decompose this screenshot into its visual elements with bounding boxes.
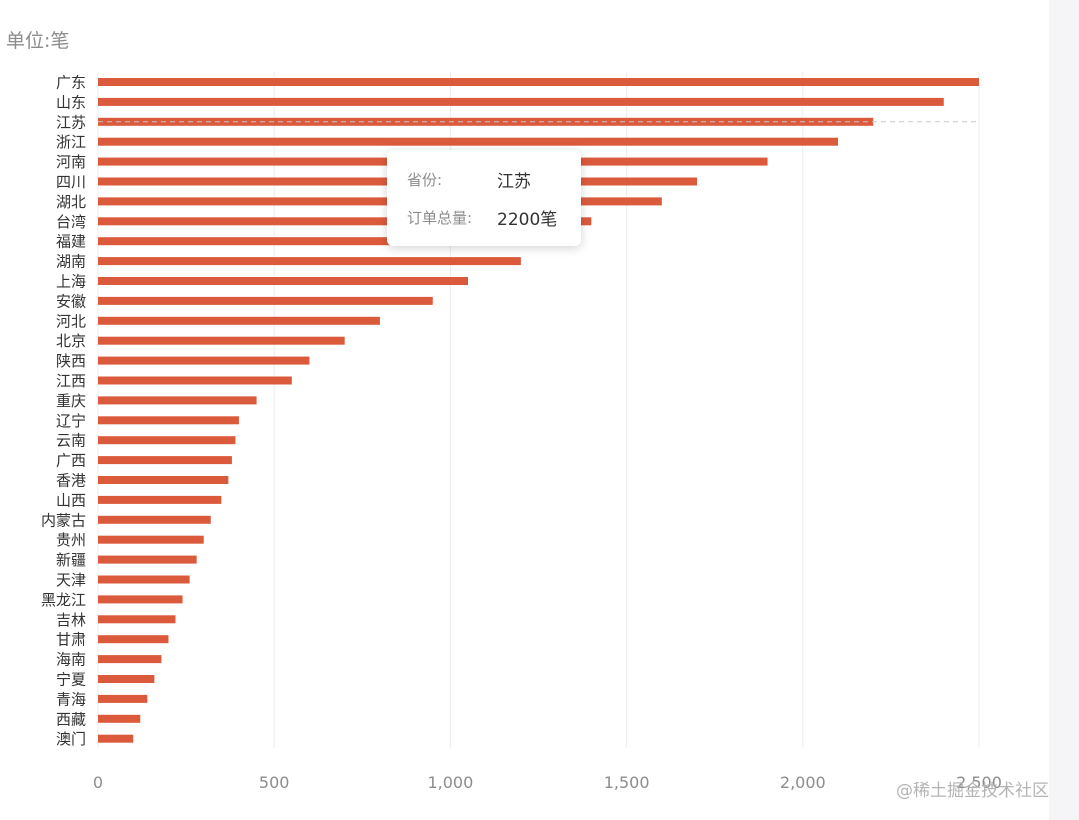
category-label: 福建 xyxy=(56,233,86,251)
category-label: 新疆 xyxy=(56,551,86,569)
bar[interactable] xyxy=(98,277,469,285)
bar[interactable] xyxy=(98,595,183,604)
bar[interactable] xyxy=(98,734,134,743)
bar[interactable] xyxy=(98,675,155,683)
category-label: 吉林 xyxy=(56,611,86,629)
bar[interactable] xyxy=(98,714,141,723)
category-label: 辽宁 xyxy=(56,412,86,430)
bar[interactable] xyxy=(98,197,662,206)
category-label: 陕西 xyxy=(56,352,86,370)
bar[interactable] xyxy=(98,217,592,226)
category-label: 河北 xyxy=(56,312,86,330)
scrollbar-track[interactable] xyxy=(1049,0,1079,820)
x-tick-label: 500 xyxy=(259,773,290,792)
bar[interactable] xyxy=(98,635,169,644)
category-label: 四川 xyxy=(56,173,86,191)
tooltip-province-value: 江苏 xyxy=(497,172,531,192)
bar-chart: 广东山东江苏浙江河南四川湖北台湾福建湖南上海安徽河北北京陕西江西重庆辽宁云南广西… xyxy=(41,72,1002,792)
category-label: 北京 xyxy=(56,332,86,350)
x-tick-label: 1,500 xyxy=(604,773,650,792)
category-label: 广东 xyxy=(56,74,86,92)
bar[interactable] xyxy=(98,296,433,305)
x-tick-label: 1,000 xyxy=(427,773,473,792)
x-tick-label: 0 xyxy=(93,773,103,792)
category-label: 天津 xyxy=(56,571,86,589)
unit-label: 单位:笔 xyxy=(6,30,70,52)
category-label: 青海 xyxy=(56,690,86,708)
bar[interactable] xyxy=(98,316,380,325)
tooltip: 省份: 江苏 订单总量: 2200笔 xyxy=(387,150,581,246)
x-tick-label: 2,500 xyxy=(956,773,1002,792)
category-label: 湖南 xyxy=(56,253,86,271)
category-label: 海南 xyxy=(56,651,86,669)
category-label: 江西 xyxy=(56,372,86,390)
bar[interactable] xyxy=(98,237,557,246)
category-label: 香港 xyxy=(56,472,86,490)
category-label: 内蒙古 xyxy=(41,511,86,529)
tooltip-total-value: 2200笔 xyxy=(497,210,558,230)
category-label: 安徽 xyxy=(56,292,86,310)
bar[interactable] xyxy=(98,555,197,564)
tooltip-total-key: 订单总量: xyxy=(407,209,473,227)
bar[interactable] xyxy=(98,78,979,86)
bar[interactable] xyxy=(98,376,292,385)
watermark: @稀土掘金技术社区 xyxy=(896,781,1049,801)
tooltip-province-key: 省份: xyxy=(407,171,443,189)
bar[interactable] xyxy=(98,396,257,405)
category-label: 广西 xyxy=(56,452,86,470)
category-label: 贵州 xyxy=(56,531,86,549)
bar[interactable] xyxy=(98,575,190,584)
bar[interactable] xyxy=(98,456,232,465)
category-label: 江苏 xyxy=(56,113,86,131)
bar[interactable] xyxy=(98,137,839,146)
category-label: 云南 xyxy=(56,432,86,450)
category-label: 宁夏 xyxy=(56,671,86,689)
x-axis-ticks: 0 500 1,000 1,500 2,000 2,500 xyxy=(93,773,1002,792)
bar[interactable] xyxy=(98,655,162,664)
category-labels: 广东山东江苏浙江河南四川湖北台湾福建湖南上海安徽河北北京陕西江西重庆辽宁云南广西… xyxy=(41,74,86,749)
bar[interactable] xyxy=(98,97,944,106)
category-label: 湖北 xyxy=(56,193,86,211)
category-label: 浙江 xyxy=(56,133,86,151)
category-label: 甘肃 xyxy=(56,631,86,649)
bar[interactable] xyxy=(98,515,211,524)
category-label: 澳门 xyxy=(56,730,86,748)
bar[interactable] xyxy=(98,476,229,484)
bar[interactable] xyxy=(98,495,222,504)
category-label: 黑龙江 xyxy=(41,591,86,609)
bar[interactable] xyxy=(98,356,310,365)
category-label: 河南 xyxy=(56,153,86,171)
category-label: 西藏 xyxy=(56,710,86,728)
bar[interactable] xyxy=(98,535,204,544)
bar[interactable] xyxy=(98,336,345,345)
bar[interactable] xyxy=(98,257,521,266)
category-label: 山东 xyxy=(56,93,86,111)
bar[interactable] xyxy=(98,615,176,624)
category-label: 上海 xyxy=(56,273,86,291)
category-label: 台湾 xyxy=(56,213,86,231)
x-tick-label: 2,000 xyxy=(780,773,826,792)
bar[interactable] xyxy=(98,436,236,445)
bar[interactable] xyxy=(98,416,239,425)
bar[interactable] xyxy=(98,694,148,703)
category-label: 重庆 xyxy=(56,392,86,410)
category-label: 山西 xyxy=(56,491,86,509)
